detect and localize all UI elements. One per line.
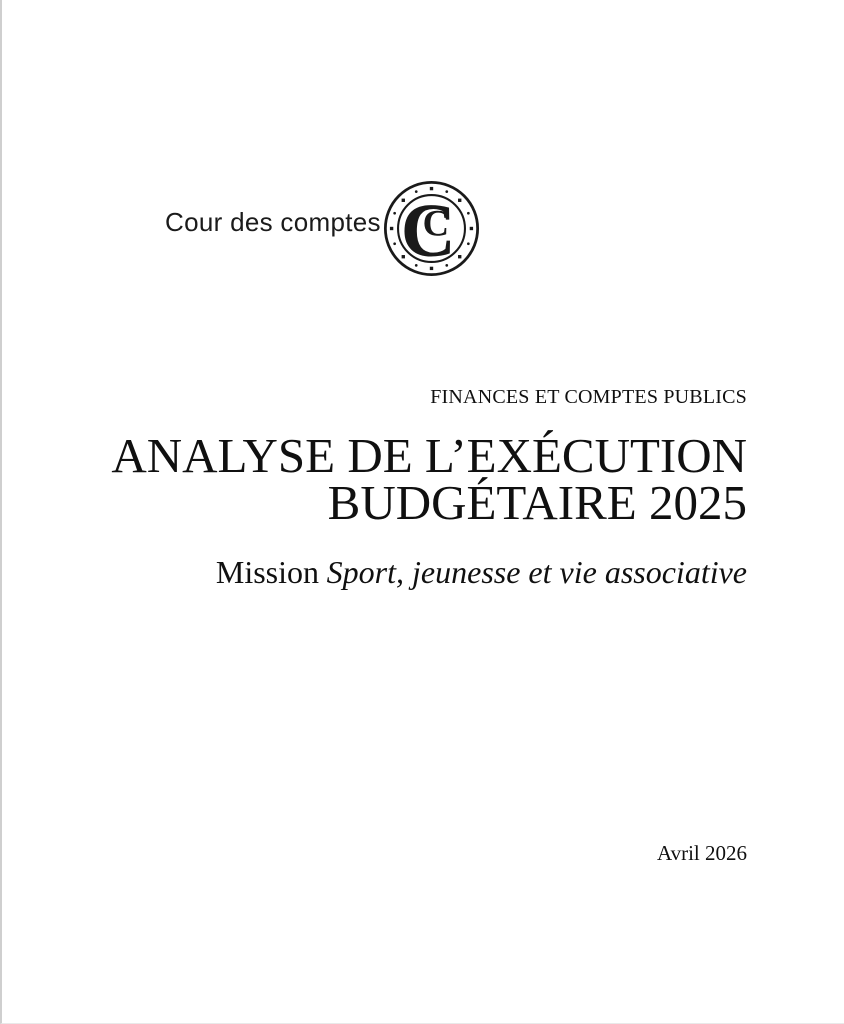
cour-des-comptes-seal-icon: C C (383, 180, 480, 277)
mission-subtitle-name: Sport, jeunesse et vie associative (326, 554, 747, 590)
seal-monogram-small: C (423, 202, 449, 243)
mission-subtitle: Mission Sport, jeunesse et vie associativ… (216, 553, 747, 591)
seal-ring-marks (389, 186, 474, 271)
seal-monogram-large: C (401, 189, 456, 273)
org-name: Cour des comptes (165, 207, 381, 237)
page-title-line-1: ANALYSE DE L’EXÉCUTION (111, 428, 747, 483)
page-title-line-2: BUDGÉTAIRE 2025 (327, 475, 747, 530)
seal-outer-ring (383, 180, 480, 277)
collection-label: FINANCES ET COMPTES PUBLICS (430, 386, 747, 408)
page-title: ANALYSE DE L’EXÉCUTION BUDGÉTAIRE 2025 (111, 428, 747, 530)
seal-inner-ring (396, 193, 467, 264)
mission-subtitle-prefix: Mission (215, 554, 319, 590)
publication-date: Avril 2026 (656, 841, 747, 865)
